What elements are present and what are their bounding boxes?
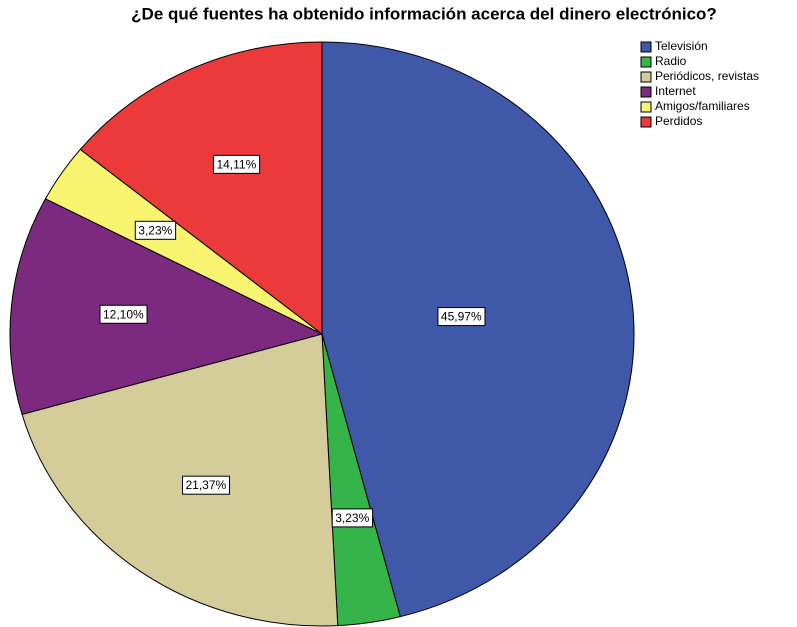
legend-swatch [640,116,652,128]
data-label-text: 3,23% [335,511,369,525]
legend-label: Televisión [655,39,708,53]
chart-title: ¿De qué fuentes ha obtenido información … [131,4,717,23]
pie-slice [79,41,323,336]
data-label-box [331,508,374,528]
legend-label: Amigos/familiares [655,99,750,113]
data-label: 14,11% [212,154,261,174]
legend-label: Periódicos, revistas [655,69,759,83]
data-label-box [212,154,261,174]
data-label-box [437,307,486,327]
data-label-box [182,475,231,495]
data-label-text: 12,10% [103,307,144,321]
legend-label: Internet [655,84,696,98]
legend-label: Perdidos [655,114,702,128]
data-label-box [99,304,148,324]
data-label: 21,37% [182,475,231,495]
legend-swatch [640,71,652,83]
pie-slice [9,198,324,415]
data-label: 12,10% [99,304,148,324]
data-label-text: 21,37% [186,478,227,492]
legend-label: Radio [655,54,687,68]
data-label-text: 45,97% [441,310,482,324]
legend-swatch [640,56,652,68]
pie-slice [21,333,339,627]
data-label: 45,97% [437,307,486,327]
legend-swatch [640,101,652,113]
data-label: 3,23% [331,508,374,528]
data-label: 3,23% [134,220,177,240]
pie-slice [321,41,635,618]
legend-swatch [640,86,652,98]
data-label-text: 14,11% [216,157,256,171]
legend-swatch [640,41,652,53]
data-label-text: 3,23% [138,223,172,237]
data-label-box [134,220,177,240]
